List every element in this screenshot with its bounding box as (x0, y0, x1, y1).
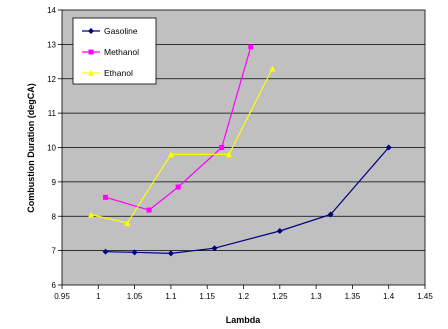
x-tick-label: 1.05 (127, 292, 143, 301)
data-point-ethanol (124, 220, 131, 227)
series-methanol (103, 44, 254, 213)
y-tick-label: 6 (52, 281, 57, 290)
data-point-gasoline (276, 228, 283, 235)
x-tick-label: 1.1 (165, 292, 177, 301)
y-tick-label: 13 (47, 40, 56, 49)
data-point-gasoline (102, 248, 109, 255)
data-point-methanol (175, 184, 181, 190)
data-point-gasoline (131, 249, 138, 256)
series-gasoline (102, 144, 392, 257)
y-tick-label: 11 (48, 109, 57, 118)
y-axis-title: Combustion Duration (degCA) (26, 83, 36, 213)
legend-marker-methanol (88, 49, 94, 55)
legend: Gasoline Methanol Ethanol (72, 17, 157, 85)
legend-label-methanol: Methanol (104, 47, 139, 57)
legend-label-gasoline: Gasoline (104, 26, 138, 36)
x-tick-label: 1.15 (199, 292, 215, 301)
data-point-ethanol (167, 151, 174, 158)
data-point-methanol (103, 194, 109, 200)
data-point-ethanol (269, 65, 276, 72)
legend-marker-gasoline (88, 28, 94, 34)
data-point-gasoline (211, 245, 218, 252)
legend-item-gasoline: Gasoline (82, 26, 138, 36)
x-tick-label: 1.45 (417, 292, 433, 301)
gridlines (62, 43, 425, 252)
x-axis-title: Lambda (226, 315, 262, 325)
data-point-methanol (146, 207, 152, 213)
x-tick-label: 1.4 (383, 292, 395, 301)
y-tick-label: 9 (52, 178, 57, 187)
data-point-methanol (219, 145, 225, 150)
y-tick-label: 8 (52, 212, 57, 221)
series-layer (88, 44, 392, 257)
data-point-ethanol (88, 211, 95, 218)
data-point-gasoline (167, 250, 174, 257)
x-tick-label: 1 (96, 292, 101, 301)
x-tick-label: 1.25 (272, 292, 288, 301)
legend-item-methanol: Methanol (82, 47, 139, 57)
y-tick-label: 14 (47, 6, 56, 15)
x-axis: 0.95 1 1.05 1.1 1.15 1.2 1.25 1.3 1.35 1.4 1.45 (54, 285, 433, 301)
y-tick-label: 12 (47, 75, 56, 84)
y-axis: 6 7 8 9 10 11 12 13 14 (47, 6, 62, 290)
legend-item-ethanol: Ethanol (82, 68, 133, 78)
legend-label-ethanol: Ethanol (104, 68, 133, 78)
x-tick-label: 0.95 (54, 292, 70, 301)
x-tick-label: 1.35 (345, 292, 361, 301)
y-tick-label: 10 (47, 144, 56, 153)
data-point-gasoline (385, 144, 392, 151)
x-tick-label: 1.2 (238, 292, 250, 301)
legend-marker-ethanol (88, 70, 94, 76)
data-point-ethanol (225, 151, 232, 158)
data-point-gasoline (327, 211, 334, 218)
x-tick-label: 1.3 (311, 292, 323, 301)
y-tick-label: 7 (52, 247, 57, 256)
data-point-methanol (248, 44, 254, 50)
series-ethanol (88, 65, 276, 227)
